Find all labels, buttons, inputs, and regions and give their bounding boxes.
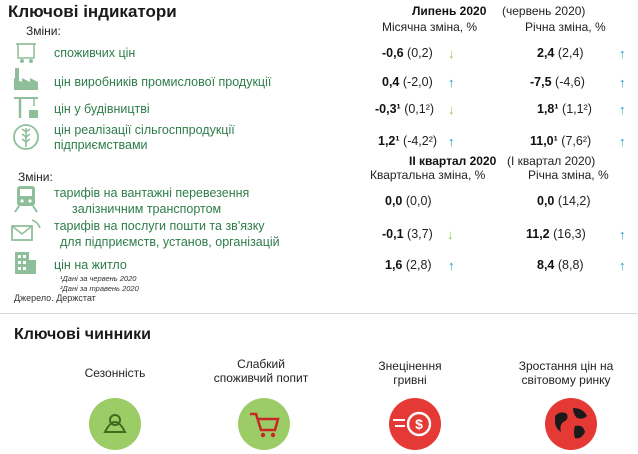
row-yearly-producer: -7,5 (-4,6) <box>530 75 585 89</box>
col-yearly-header-tariffs: Річна зміна, % <box>528 168 609 182</box>
building-icon <box>15 252 36 274</box>
arrow-down-icon: ↓ <box>448 46 455 61</box>
tariff-q-post: -0,1 (3,7) <box>382 227 433 241</box>
row-monthly-agri: 1,2¹ (-4,2²) <box>378 134 438 148</box>
row-label-producer: цін виробників промислової продукції <box>54 75 272 89</box>
hryvnia-devaluation-icon: $ <box>389 398 441 450</box>
factor-label-hryvnia: Знецінення гривні <box>378 359 442 387</box>
factor-label-weak-demand: Слабкий споживчий попит <box>213 357 309 385</box>
tariff-label-housing: цін на житло <box>54 258 127 272</box>
row-label-construction: цін у будівництві <box>54 102 150 116</box>
svg-text:$: $ <box>415 416 423 432</box>
arrow-up-icon: ↑ <box>448 75 455 90</box>
arrow-down-icon: ↓ <box>448 102 455 117</box>
tariff-label-post-2: для підприємств, установ, організацій <box>60 235 280 249</box>
tariff-label-rail-1: тарифів на вантажні перевезення <box>54 186 250 200</box>
crane-icon <box>14 97 38 118</box>
arrow-up-icon: ↑ <box>619 258 626 273</box>
tariff-y-housing: 8,4 (8,8) <box>537 258 584 272</box>
arrow-up-icon: ↑ <box>448 258 455 273</box>
arrow-down-icon: ↓ <box>447 227 454 242</box>
weak-demand-cart-icon <box>238 398 290 450</box>
row-label-agri-2: підприємствами <box>54 138 148 152</box>
col-yearly-header: Річна зміна, % <box>525 20 606 34</box>
tariff-label-rail-2: залізничним транспортом <box>72 202 222 216</box>
row-yearly-consumer: 2,4 (2,4) <box>537 46 584 60</box>
seasonality-icon <box>89 398 141 450</box>
source-note: Джерело. Держстат <box>14 293 96 303</box>
arrow-up-icon: ↑ <box>619 102 626 117</box>
row-label-agri-1: цін реалізації сільгосппродукції <box>54 123 235 137</box>
section-title-indicators: Ключові індикатори <box>8 2 177 21</box>
changes-label-tariffs: Зміни: <box>18 170 53 184</box>
period-label-quarter: ІІ квартал 2020 <box>409 154 497 168</box>
factor-label-world-prices: Зростання цін на світовому ринку <box>518 359 614 387</box>
train-icon <box>14 186 38 213</box>
row-monthly-producer: 0,4 (-2,0) <box>382 75 433 89</box>
arrow-up-icon: ↑ <box>619 134 626 149</box>
mail-phone-icon <box>11 219 41 241</box>
changes-label: Зміни: <box>26 24 61 38</box>
arrow-up-icon: ↑ <box>619 227 626 242</box>
period-compare-quarter: (І квартал 2020) <box>507 154 596 168</box>
row-yearly-construction: 1,8¹ (1,1²) <box>537 102 592 116</box>
row-yearly-agri: 11,0¹ (7,6²) <box>530 134 592 148</box>
col-quarterly-header: Квартальна зміна, % <box>370 168 486 182</box>
tariff-q-rail: 0,0 (0,0) <box>385 194 432 208</box>
row-monthly-construction: -0,3¹ (0,1²) <box>375 102 435 116</box>
tariff-label-post-1: тарифів на послуги пошти та зв'язку <box>54 219 265 233</box>
tariff-q-housing: 1,6 (2,8) <box>385 258 432 272</box>
shopping-cart-icon <box>16 43 36 63</box>
footnote-2: ²Дані за травень 2020 <box>60 284 139 293</box>
period-compare: (червень 2020) <box>502 4 586 18</box>
factor-label-seasonality: Сезонність <box>84 366 146 380</box>
footnote-1: ¹Дані за червень 2020 <box>60 274 137 283</box>
tariff-y-post: 11,2 (16,3) <box>526 227 586 241</box>
period-label: Липень 2020 <box>412 4 487 18</box>
arrow-up-icon: ↑ <box>619 46 626 61</box>
wheat-icon <box>13 124 39 150</box>
col-monthly-header: Місячна зміна, % <box>382 20 478 34</box>
tariff-y-rail: 0,0 (14,2) <box>537 194 591 208</box>
section-title-factors: Ключові чинники <box>14 326 151 343</box>
arrow-up-icon: ↑ <box>448 134 455 149</box>
section-divider <box>0 313 638 314</box>
row-label-consumer: споживчих цін <box>54 46 136 60</box>
factory-icon <box>14 68 38 90</box>
arrow-up-icon: ↑ <box>619 75 626 90</box>
row-monthly-consumer: -0,6 (0,2) <box>382 46 433 60</box>
world-globe-icon <box>545 398 597 450</box>
